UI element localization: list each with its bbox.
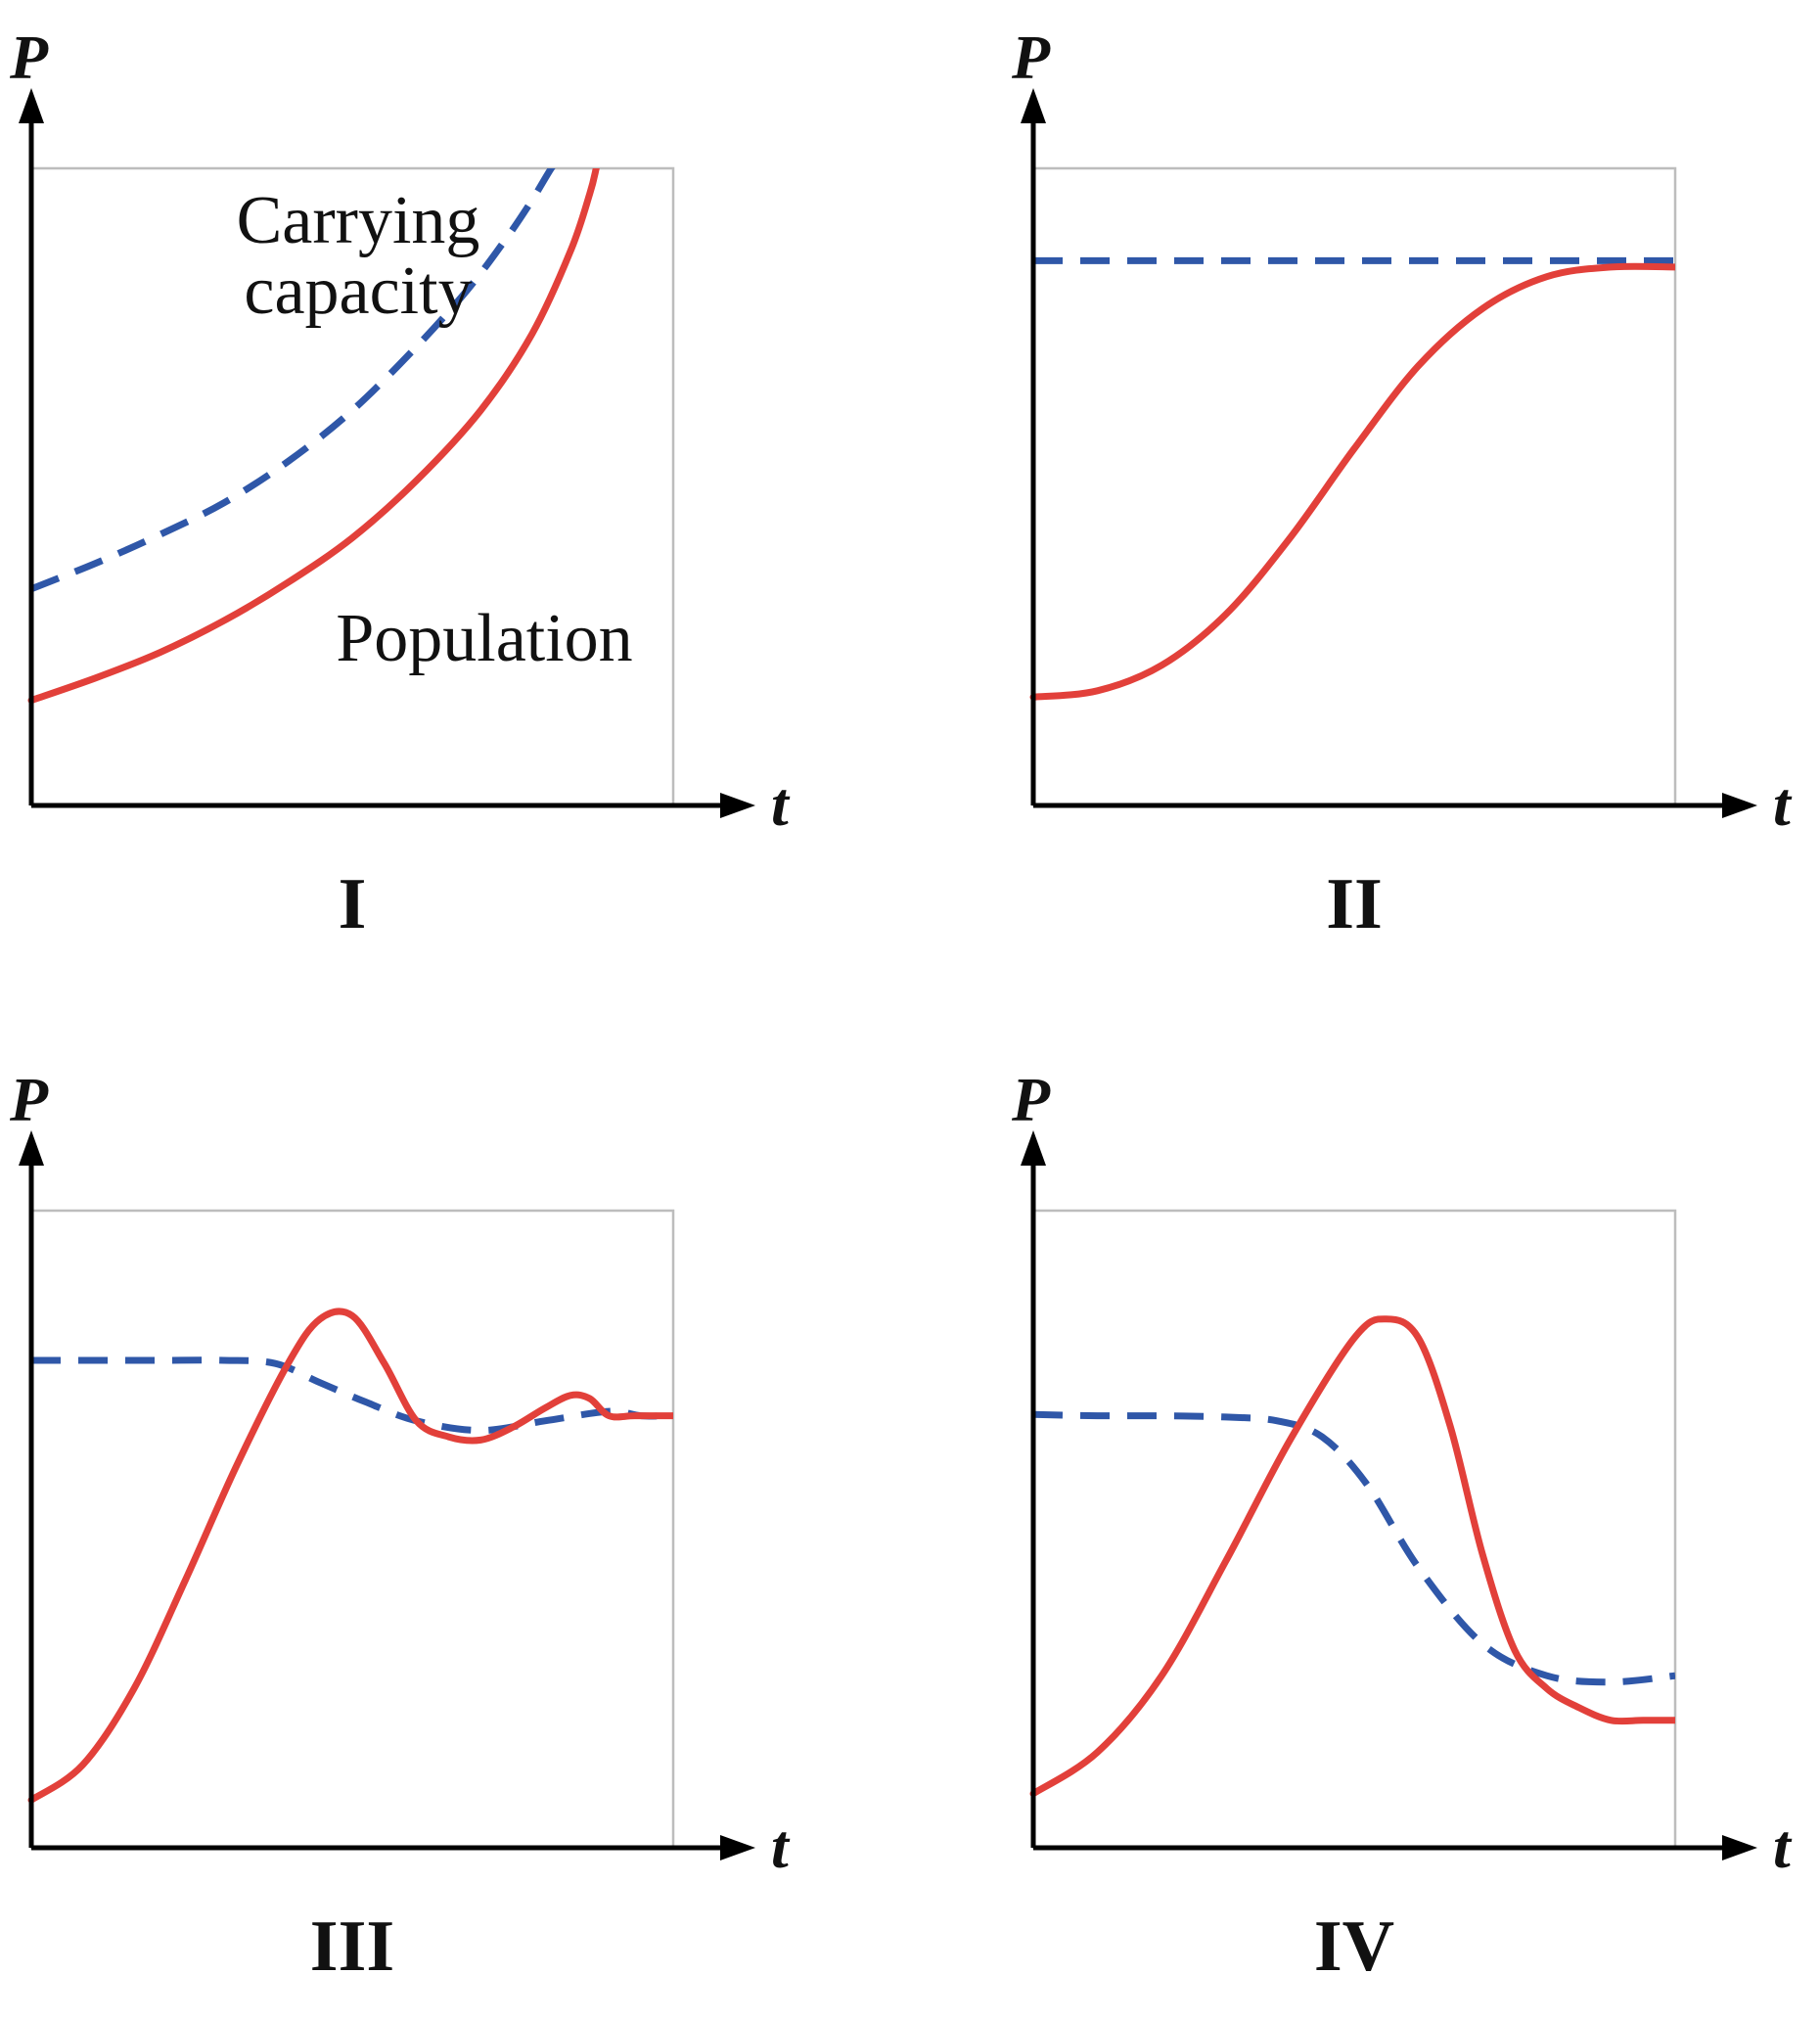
- y-axis-label: P: [1011, 23, 1051, 92]
- x-axis-arrowhead: [720, 793, 755, 818]
- x-axis-arrowhead: [1722, 793, 1757, 818]
- panel-label: I: [339, 864, 367, 944]
- y-axis-arrowhead: [1021, 1130, 1046, 1166]
- carrying-capacity-annotation: Carrying capacity: [237, 183, 480, 329]
- annotation-line: Carrying: [237, 183, 480, 258]
- carrying-capacity-curve: [1032, 1410, 1675, 1686]
- x-axis-arrowhead: [720, 1835, 755, 1860]
- population-curve: [1029, 1315, 1675, 1798]
- chart-panel-iv: Pt IV: [1011, 1065, 1793, 1987]
- plot-frame: [1031, 1209, 1677, 1850]
- y-axis-label: P: [1011, 1065, 1051, 1134]
- x-axis-label: t: [1773, 1812, 1793, 1881]
- series-group: [1029, 1315, 1675, 1798]
- series-group: [1029, 256, 1675, 701]
- y-axis-arrowhead: [19, 88, 44, 123]
- x-axis-label: t: [1773, 769, 1793, 839]
- y-axis-arrowhead: [19, 1130, 44, 1166]
- plot-frame: [29, 1209, 675, 1850]
- y-axis-arrowhead: [1021, 88, 1046, 123]
- panel-label: II: [1326, 864, 1383, 944]
- panel-label: IV: [1314, 1906, 1394, 1987]
- carrying-capacity-curve: [29, 168, 556, 592]
- series-group: [27, 1308, 673, 1804]
- population-curve: [1029, 262, 1675, 701]
- chart-panel-iii: Pt III: [9, 1065, 791, 1987]
- y-axis-label: P: [9, 1065, 49, 1134]
- chart-panel-i: Pt I Carrying capacity Population: [9, 23, 791, 944]
- series-group: [27, 168, 600, 705]
- chart-panel-ii: Pt II: [1011, 23, 1793, 944]
- population-curve: [27, 1308, 673, 1804]
- annotation-line: capacity: [244, 253, 472, 329]
- population-annotation: Population: [336, 601, 632, 676]
- carrying-capacity-curve: [31, 1356, 673, 1435]
- x-axis-arrowhead: [1722, 1835, 1757, 1860]
- panel-label: III: [310, 1906, 394, 1987]
- annotation-line: Population: [336, 601, 632, 676]
- x-axis-label: t: [771, 769, 791, 839]
- population-curve: [27, 168, 600, 705]
- y-axis-label: P: [9, 23, 49, 92]
- x-axis-label: t: [771, 1812, 791, 1881]
